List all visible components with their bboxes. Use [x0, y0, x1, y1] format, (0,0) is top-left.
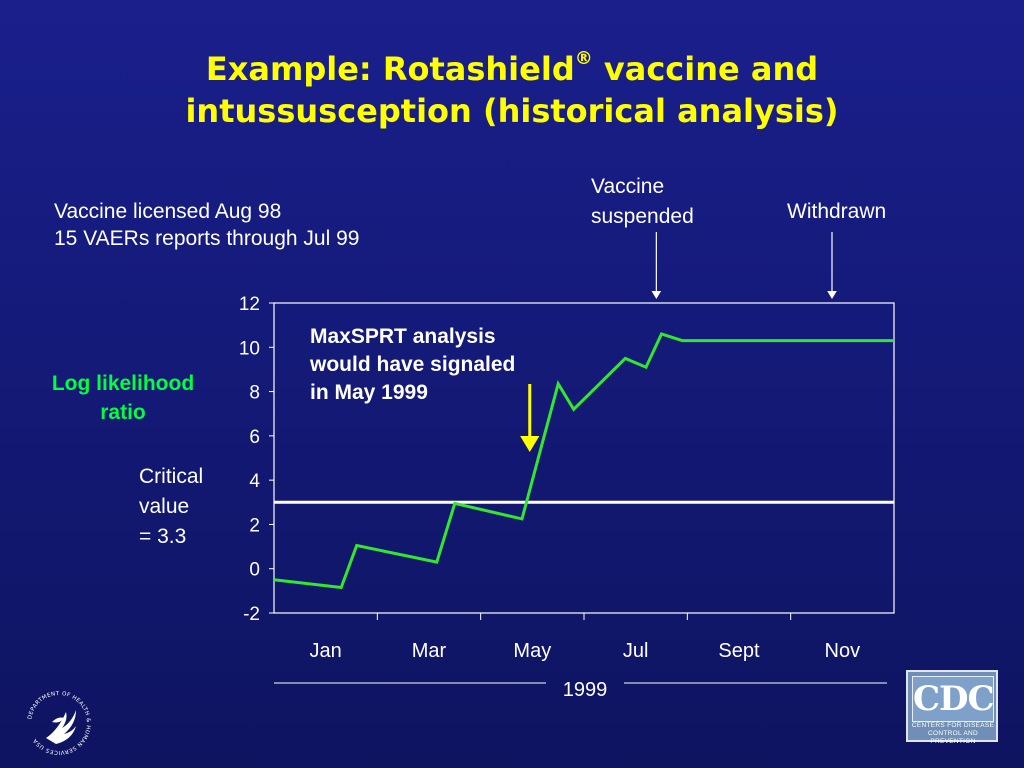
y-tick-label: 10	[239, 338, 260, 359]
y-tick-label: 6	[249, 427, 260, 448]
license-info: Vaccine licensed Aug 98 15 VAERs reports…	[54, 198, 359, 252]
y-tick-label: 12	[239, 294, 260, 315]
withdrawn-label: Withdrawn	[787, 200, 887, 223]
critical-value-line1: Critical	[139, 465, 204, 488]
signal-annotation-line2: would have signaled	[310, 353, 516, 376]
cdc-logo-text: CDC	[912, 676, 995, 722]
license-info-line2: 15 VAERs reports through Jul 99	[54, 227, 360, 250]
vaccine-suspended-arrow-head	[651, 291, 662, 299]
log-likelihood-series-line	[273, 332, 894, 590]
y-tick-label: -2	[243, 604, 260, 625]
cdc-logo-subtitle: CENTERS FOR DISEASE CONTROL AND PREVENTI…	[911, 722, 995, 746]
title-part1: Example: Rotashield	[205, 50, 575, 88]
title-line2: intussusception (historical analysis)	[185, 92, 839, 130]
y-tick-label: 4	[249, 471, 260, 492]
y-axis-label-line2: ratio	[100, 401, 146, 424]
x-tick-label: Jan	[310, 640, 342, 662]
signal-annotation: MaxSPRT analysis would have signaled in …	[310, 323, 515, 407]
cdc-logo-subtitle-line2: CONTROL AND PREVENTION	[927, 730, 978, 745]
slide-title: Example: Rotashield® vaccine and intussu…	[0, 48, 1024, 132]
y-tick-label: 2	[249, 515, 260, 536]
hhs-seal-text: DEPARTMENT OF HEALTH & HUMAN SERVICES US…	[27, 691, 90, 755]
y-tick-label: 8	[249, 383, 260, 404]
hhs-seal-logo: DEPARTMENT OF HEALTH & HUMAN SERVICES US…	[27, 691, 91, 755]
critical-value-line2: value	[139, 495, 190, 518]
registered-mark: ®	[574, 48, 593, 69]
critical-value-label: Critical value = 3.3	[139, 462, 203, 552]
signal-annotation-line3: in May 1999	[310, 381, 428, 404]
title-part2: vaccine and	[592, 50, 819, 88]
svg-text:DEPARTMENT OF HEALTH & HUMAN S: DEPARTMENT OF HEALTH & HUMAN SERVICES US…	[27, 691, 91, 755]
y-axis-label-line1: Log likelihood	[51, 372, 195, 395]
signal-arrow-head	[520, 436, 540, 452]
x-tick-label: Sept	[718, 640, 760, 662]
vaccine-suspended-line1: Vaccine	[591, 175, 665, 198]
license-info-line1: Vaccine licensed Aug 98	[54, 200, 282, 223]
vaccine-suspended-line2: suspended	[591, 205, 694, 228]
y-axis-label: Log likelihood ratio	[20, 369, 226, 427]
plot-frame	[273, 302, 895, 614]
cdc-logo: CDC CENTERS FOR DISEASE CONTROL AND PREV…	[906, 670, 998, 745]
y-tick-label: 0	[249, 560, 260, 581]
x-tick-label: Jul	[623, 640, 649, 662]
signal-annotation-line1: MaxSPRT analysis	[310, 325, 496, 348]
withdrawn-arrow-head	[827, 291, 837, 299]
critical-value-line3: = 3.3	[139, 525, 187, 548]
vaccine-suspended-label: Vaccine suspended	[591, 172, 694, 232]
cdc-logo-subtitle-line1: CENTERS FOR DISEASE	[911, 722, 995, 729]
x-tick-label: Nov	[825, 640, 861, 662]
x-tick-label: May	[513, 640, 551, 662]
x-tick-label: Mar	[412, 640, 447, 662]
year-label: 1999	[563, 679, 608, 701]
